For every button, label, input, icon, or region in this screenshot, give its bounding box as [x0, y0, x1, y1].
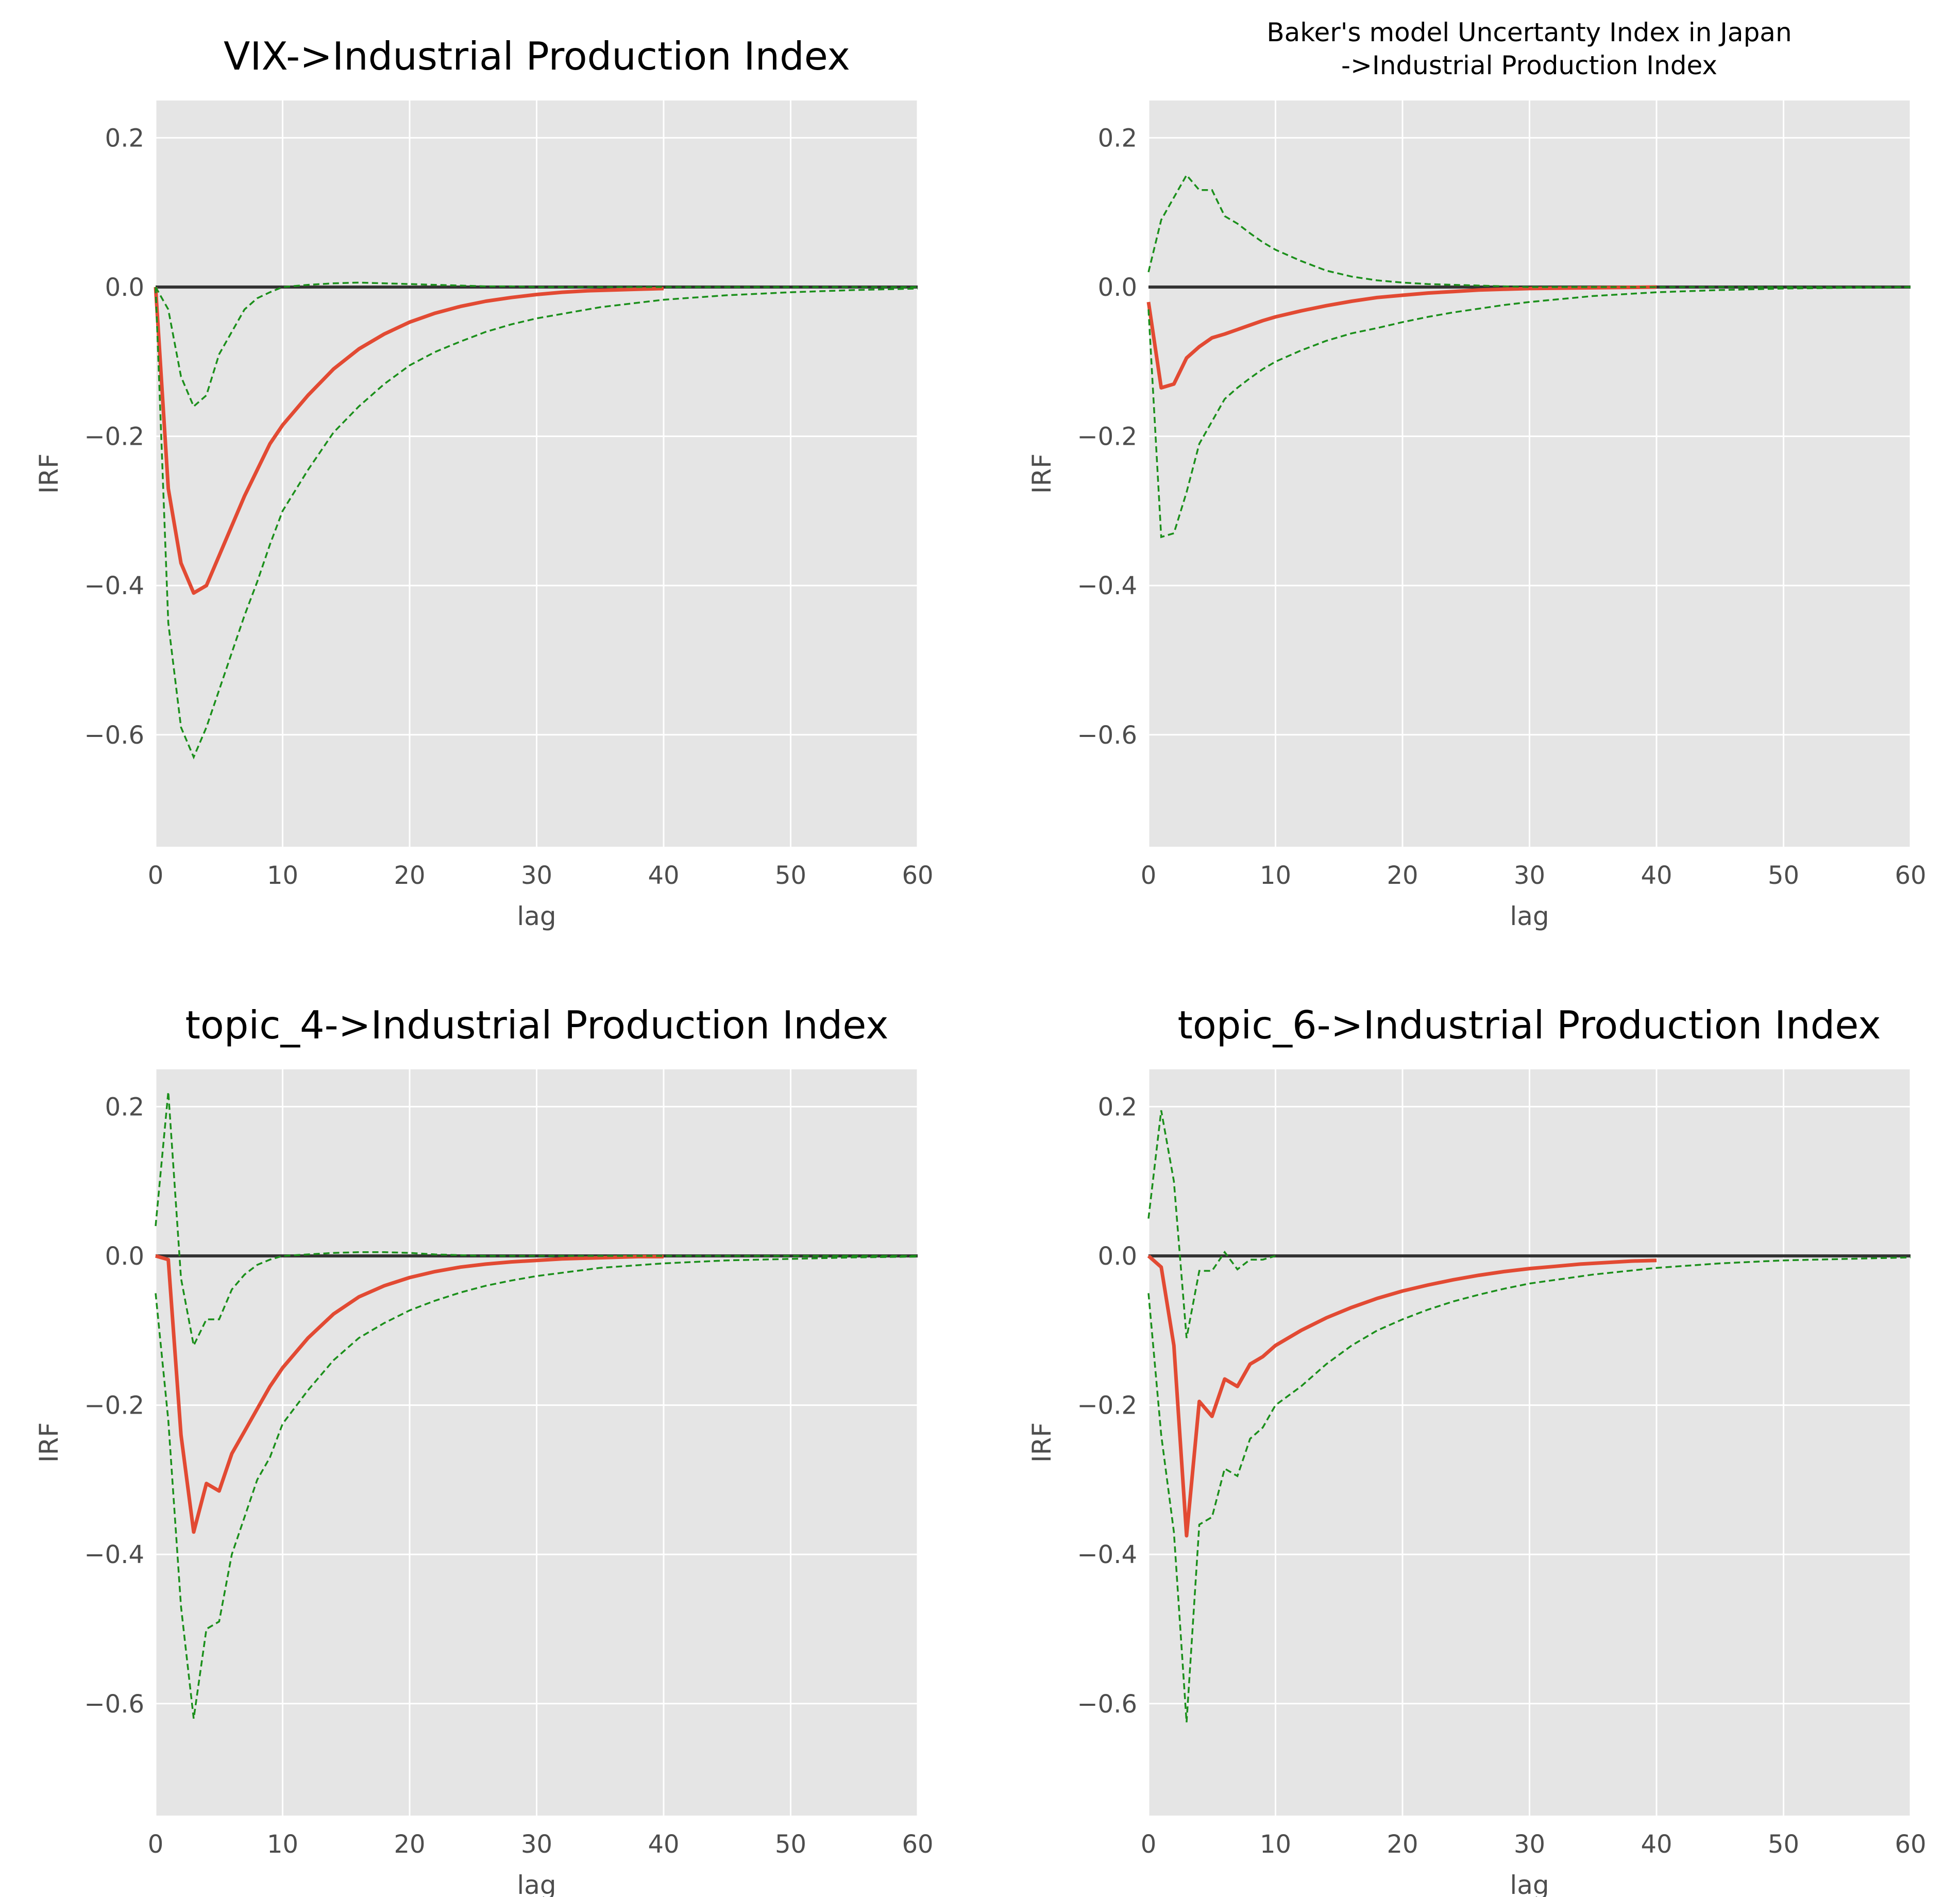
x-axis-label: lag	[1510, 901, 1549, 931]
x-tick-label: 40	[648, 861, 679, 890]
y-tick-label: −0.4	[84, 572, 144, 600]
y-tick-label: 0.0	[105, 1242, 144, 1271]
x-tick-label: 20	[394, 1830, 425, 1859]
x-tick-label: 60	[1895, 861, 1926, 890]
chart-panel-1: 0 10 20 30 40 50 60 0.2 0.0 −0.2 −0.4 −0.6 lag IRF VIX…	[34, 33, 934, 931]
y-tick-label: −0.4	[1077, 572, 1137, 600]
series-line-ci-lower	[155, 1255, 918, 1719]
y-tick-label: 0.0	[1098, 1242, 1137, 1271]
series-line-ci-lower	[1147, 286, 1911, 539]
series-line-ci-upper	[1147, 173, 1911, 288]
x-tick-label: 60	[902, 861, 933, 890]
chart-title: topic_4->Industrial Production Index	[185, 1002, 888, 1048]
x-tick-label: 50	[1768, 861, 1799, 890]
chart-title: VIX->Industrial Production Index	[224, 33, 850, 79]
y-tick-label: −0.6	[84, 1690, 144, 1719]
chart-title: topic_6->Industrial Production Index	[1177, 1002, 1881, 1048]
x-axis-label: lag	[517, 901, 556, 931]
x-tick-label: 50	[775, 1830, 806, 1859]
y-tick-label: −0.2	[1077, 1391, 1137, 1420]
series-line-irf	[154, 287, 664, 595]
x-tick-label: 0	[1141, 1830, 1157, 1859]
y-axis-label: IRF	[34, 454, 64, 494]
y-tick-label: 0.0	[105, 273, 144, 302]
chart-panel-4: 0 10 20 30 40 50 60 0.2 0.0 −0.2 −0.4 −0.6 lag IRF top…	[1027, 1002, 1927, 1897]
x-tick-label: 20	[1387, 861, 1418, 890]
x-tick-label: 30	[521, 1830, 552, 1859]
chart-panels: 0 10 20 30 40 50 60 0.2 0.0 −0.2 −0.4 −0.6 lag IRF VIX…	[34, 18, 1927, 1897]
y-tick-label: −0.6	[1077, 1690, 1137, 1719]
y-tick-label: −0.6	[1077, 721, 1137, 750]
series-line-irf	[1146, 285, 1657, 390]
x-axis-label: lag	[517, 1870, 556, 1897]
y-tick-label: 0.2	[1098, 124, 1137, 153]
x-tick-label: 0	[148, 1830, 164, 1859]
y-axis-label: IRF	[1027, 454, 1057, 494]
y-axis-label: IRF	[1027, 1422, 1057, 1463]
x-tick-label: 10	[267, 861, 298, 890]
series-line-irf	[1147, 1254, 1657, 1538]
series-line-ci-upper	[155, 281, 918, 408]
y-tick-label: −0.2	[84, 423, 144, 451]
y-tick-label: 0.2	[105, 1093, 144, 1121]
series-line-ci-upper	[155, 1092, 918, 1349]
x-tick-label: 30	[1514, 1830, 1545, 1859]
x-tick-label: 40	[1641, 1830, 1672, 1859]
x-tick-label: 10	[1260, 861, 1291, 890]
chart-panel-2: 0 10 20 30 40 50 60 0.2 0.0 −0.2 −0.4 −0.6 lag IRF Bak…	[1027, 18, 1927, 931]
x-tick-label: 50	[1768, 1830, 1799, 1859]
chart-panel-3: 0 10 20 30 40 50 60 0.2 0.0 −0.2 −0.4 −0.6 lag IRF top…	[34, 1002, 934, 1897]
x-tick-label: 10	[1260, 1830, 1291, 1859]
y-tick-label: 0.0	[1098, 273, 1137, 302]
chart-title-line: Baker's model Uncertanty Index in Japan	[1266, 18, 1792, 47]
x-tick-label: 30	[1514, 861, 1545, 890]
series-line-ci-lower	[155, 287, 918, 760]
y-tick-label: −0.4	[1077, 1540, 1137, 1569]
x-tick-label: 40	[1641, 861, 1672, 890]
series-line-irf	[155, 1254, 664, 1534]
x-tick-label: 0	[1141, 861, 1157, 890]
x-tick-label: 0	[148, 861, 164, 890]
y-tick-label: −0.2	[1077, 423, 1137, 451]
y-tick-label: 0.2	[105, 124, 144, 153]
x-tick-label: 40	[648, 1830, 679, 1859]
y-tick-label: −0.2	[84, 1391, 144, 1420]
x-tick-label: 20	[394, 861, 425, 890]
y-tick-label: −0.6	[84, 721, 144, 750]
x-tick-label: 50	[775, 861, 806, 890]
x-tick-label: 60	[1895, 1830, 1926, 1859]
chart-title-line: ->Industrial Production Index	[1341, 51, 1717, 80]
x-axis-label: lag	[1510, 1870, 1549, 1897]
y-tick-label: 0.2	[1098, 1093, 1137, 1121]
x-tick-label: 20	[1387, 1830, 1418, 1859]
x-tick-label: 10	[267, 1830, 298, 1859]
y-axis-label: IRF	[34, 1422, 64, 1463]
x-tick-label: 30	[521, 861, 552, 890]
y-tick-label: −0.4	[84, 1540, 144, 1569]
series-line-ci-upper	[1147, 1110, 1276, 1338]
x-tick-label: 60	[902, 1830, 933, 1859]
